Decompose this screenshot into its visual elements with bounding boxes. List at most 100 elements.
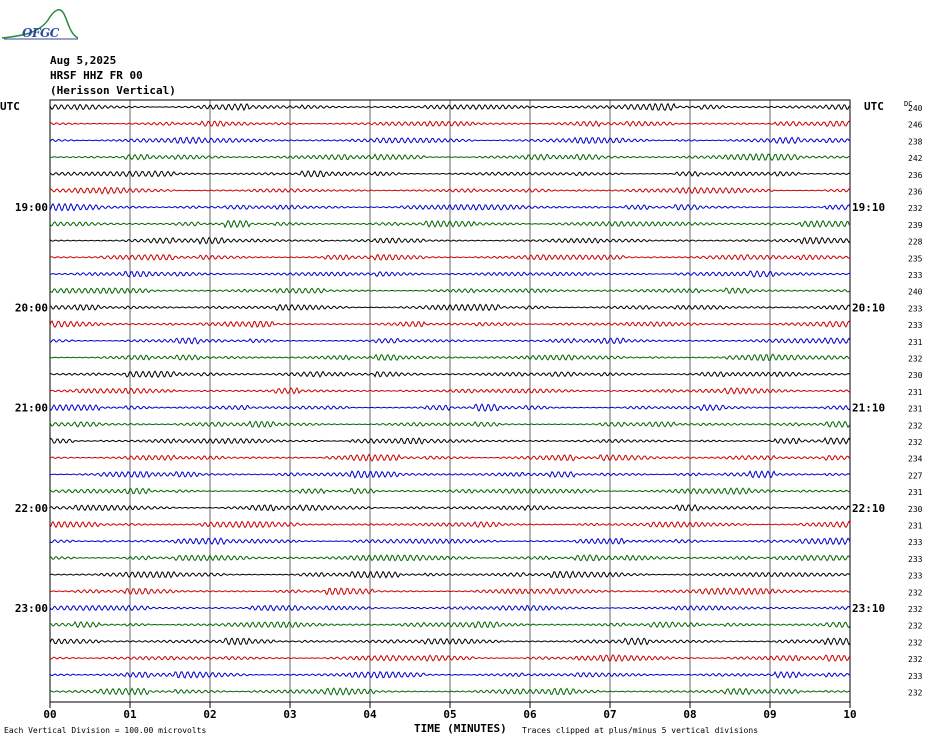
dc-value: 230 [908, 505, 923, 514]
trace-row-2 [49, 136, 851, 145]
station-label: HRSF HHZ FR 00 [50, 69, 143, 82]
right-time-label: 21:10 [852, 402, 885, 415]
dc-value: 231 [908, 405, 923, 414]
trace-row-34 [49, 670, 851, 679]
ofgc-logo: OFGC [0, 0, 80, 45]
dc-value: 233 [908, 572, 923, 581]
trace-row-7 [49, 219, 851, 229]
dc-value: 238 [908, 137, 923, 146]
trace-row-23 [49, 487, 851, 495]
dc-value: 232 [908, 438, 923, 447]
left-time-label: 19:00 [15, 201, 48, 214]
trace-row-29 [49, 587, 851, 596]
dc-value: 233 [908, 271, 923, 280]
dc-value: 232 [908, 355, 923, 364]
trace-row-19 [49, 420, 851, 429]
x-tick-label: 09 [763, 708, 776, 721]
trace-row-18 [49, 403, 851, 412]
dc-value: 233 [908, 304, 923, 313]
x-tick-label: 03 [283, 708, 296, 721]
trace-row-26 [49, 537, 851, 546]
trace-row-32 [49, 637, 851, 646]
dc-value: 230 [908, 371, 923, 380]
trace-row-33 [49, 654, 851, 663]
station-name-label: (Herisson Vertical) [50, 84, 176, 97]
right-time-label: 20:10 [852, 301, 885, 314]
trace-row-12 [49, 303, 851, 312]
right-time-label: 22:10 [852, 502, 885, 515]
trace-row-21 [49, 453, 851, 462]
trace-row-9 [49, 253, 851, 261]
clip-note: Traces clipped at plus/minus 5 vertical … [522, 726, 759, 735]
x-axis-label: TIME (MINUTES) [414, 722, 507, 735]
trace-row-10 [49, 270, 851, 278]
trace-row-16 [49, 370, 851, 379]
left-time-label: 23:00 [15, 602, 48, 615]
dc-value: 233 [908, 321, 923, 330]
dc-value: 232 [908, 638, 923, 647]
trace-row-28 [49, 570, 851, 579]
trace-row-11 [49, 287, 851, 295]
right-utc-label: UTC [864, 100, 884, 113]
dc-value: 232 [908, 689, 923, 698]
dc-value: 228 [908, 238, 923, 247]
vertical-division-note: Each Vertical Division = 100.00 microvol… [4, 726, 207, 735]
dc-value: 240 [908, 104, 923, 113]
dc-value: 232 [908, 605, 923, 614]
dc-value: 231 [908, 338, 923, 347]
dc-value: 231 [908, 488, 923, 497]
x-tick-label: 02 [203, 708, 216, 721]
trace-row-15 [49, 353, 851, 362]
dc-label: DC [904, 100, 912, 108]
x-tick-label: 00 [43, 708, 56, 721]
dc-value: 235 [908, 254, 923, 263]
dc-value: 232 [908, 421, 923, 430]
dc-value: 236 [908, 171, 923, 180]
trace-row-17 [49, 387, 851, 395]
date-label: Aug 5,2025 [50, 54, 117, 67]
trace-row-5 [49, 186, 851, 195]
trace-row-1 [49, 120, 851, 128]
dc-value: 239 [908, 221, 923, 230]
dc-value: 233 [908, 555, 923, 564]
trace-row-6 [49, 202, 851, 212]
dc-value: 246 [908, 121, 923, 130]
dc-value: 232 [908, 588, 923, 597]
left-time-label: 22:00 [15, 502, 48, 515]
trace-row-14 [49, 337, 851, 345]
wave-logo-icon [1, 9, 79, 40]
x-tick-label: 10 [843, 708, 856, 721]
left-time-label: 21:00 [15, 402, 48, 415]
trace-row-22 [49, 470, 851, 479]
left-utc-label: UTC [0, 100, 20, 113]
dc-value: 232 [908, 622, 923, 631]
dc-value: 234 [908, 455, 923, 464]
dc-value: 233 [908, 672, 923, 681]
dc-value: 233 [908, 538, 923, 547]
trace-row-8 [49, 236, 851, 245]
x-tick-label: 06 [523, 708, 537, 721]
dc-value: 227 [908, 471, 923, 480]
trace-row-20 [49, 436, 851, 445]
trace-row-13 [49, 320, 851, 329]
trace-row-25 [49, 520, 851, 529]
x-tick-label: 07 [603, 708, 616, 721]
trace-row-27 [49, 554, 851, 562]
x-tick-label: 04 [363, 708, 377, 721]
left-time-label: 20:00 [15, 301, 48, 314]
dc-value: 232 [908, 655, 923, 664]
right-time-label: 19:10 [852, 201, 885, 214]
right-time-label: 23:10 [852, 602, 885, 615]
trace-row-30 [49, 604, 851, 612]
trace-row-4 [49, 170, 851, 178]
x-tick-label: 01 [123, 708, 137, 721]
dc-value: 242 [908, 154, 923, 163]
dc-value: 236 [908, 188, 923, 197]
logo-text: OFGC [22, 26, 59, 40]
trace-row-0 [49, 102, 851, 112]
dc-value: 232 [908, 204, 923, 213]
trace-row-35 [49, 687, 851, 696]
dc-value: 231 [908, 522, 923, 531]
trace-row-3 [49, 152, 851, 162]
